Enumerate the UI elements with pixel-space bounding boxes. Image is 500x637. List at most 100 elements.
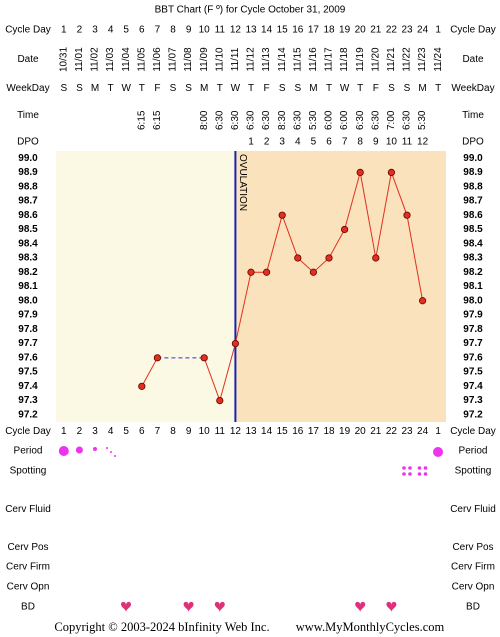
date-label: 11/12: [246, 47, 257, 72]
cycle_day-label: 3: [92, 426, 98, 437]
time-label: 6:30: [214, 110, 225, 130]
cycle_day-label: 8: [170, 426, 176, 437]
y-tick-label: 98.6: [463, 210, 483, 221]
date-label: 11/01: [74, 47, 85, 72]
cycle_day-label: 19: [339, 426, 351, 437]
cycle_day-label: 22: [386, 426, 398, 437]
row-label: Cerv Opn: [452, 582, 495, 593]
dpo-label: 1: [248, 137, 254, 148]
cycle_day-label: 9: [186, 426, 192, 437]
y-tick-label: 97.7: [18, 338, 38, 349]
row-label: Cerv Firm: [451, 562, 495, 573]
temperature-point: [231, 339, 239, 348]
cycle_day-label: 21: [370, 426, 382, 437]
y-tick-label: 98.1: [463, 281, 483, 292]
date-label: 11/09: [199, 47, 210, 72]
y-tick-label: 98.2: [18, 267, 38, 278]
y-tick-label: 98.8: [18, 181, 38, 192]
row-label: Cerv Fluid: [5, 504, 51, 515]
cycle_day-label: 11: [215, 25, 226, 36]
weekday-label: T: [248, 83, 254, 94]
temperature-point: [340, 225, 349, 234]
date-label: 11/08: [183, 47, 194, 72]
time-label: 6:00: [324, 110, 335, 130]
cycle_day-label: 1: [435, 426, 441, 437]
weekday-label: F: [373, 83, 379, 94]
cycle_day-label: 7: [155, 426, 161, 437]
period-icon: [58, 446, 69, 456]
dpo-label: 10: [386, 137, 398, 148]
date-label: 11/07: [168, 47, 179, 72]
period-icon: [114, 455, 116, 457]
cycle_day-label: 13: [245, 426, 257, 437]
cycle_day-label: 5: [123, 25, 129, 36]
time-label: 7:00: [386, 110, 397, 130]
period-icon: [75, 446, 83, 454]
row-label: Cycle Day: [5, 25, 51, 36]
row-label: WeekDay: [6, 83, 49, 94]
weekday-label: W: [231, 83, 241, 94]
cycle_day-label: 2: [77, 426, 83, 437]
date-label: 11/22: [402, 47, 413, 72]
date-label: 11/13: [261, 47, 272, 72]
cycle_day-label: 16: [292, 426, 304, 437]
weekday-label: W: [121, 83, 131, 94]
weekday-label: S: [404, 83, 411, 94]
row-label: Cycle Day: [450, 25, 496, 36]
cycle_day-label: 6: [139, 25, 145, 36]
row-label: Cerv Pos: [7, 542, 48, 553]
row-label: DPO: [17, 137, 39, 148]
y-tick-label: 97.5: [463, 367, 483, 378]
dpo-label: 3: [279, 137, 285, 148]
time-label: 6:30: [402, 110, 413, 130]
y-tick-label: 98.9: [463, 167, 483, 178]
period-icon: [93, 447, 97, 451]
cycle_day-label: 15: [277, 426, 289, 437]
date-label: 11/03: [105, 47, 116, 72]
cycle_day-label: 3: [92, 25, 98, 36]
time-label: 5:30: [308, 110, 319, 130]
weekday-label: S: [279, 83, 286, 94]
y-tick-label: 97.7: [463, 338, 483, 349]
temperature-point: [403, 211, 411, 219]
y-tick-label: 97.2: [463, 410, 483, 421]
row-label: Period: [14, 446, 43, 457]
row-label: Spotting: [455, 466, 492, 477]
time-label: 6:30: [370, 110, 381, 130]
weekday-label: T: [326, 83, 332, 94]
y-tick-label: 98.4: [463, 238, 483, 249]
period-icon: [110, 451, 112, 453]
row-label: Time: [17, 110, 39, 121]
dpo-label: 7: [342, 137, 348, 148]
cycle_day-label: 12: [230, 426, 242, 437]
weekday-label: F: [264, 83, 270, 94]
temperature-point: [247, 268, 255, 276]
cycle_day-label: 17: [308, 426, 320, 437]
cycle_day-label: 6: [139, 426, 145, 437]
weekday-label: S: [60, 83, 67, 94]
cycle_day-label: 14: [261, 25, 273, 36]
y-tick-label: 98.3: [463, 253, 483, 264]
cycle_day-label: 1: [435, 25, 441, 36]
weekday-label: M: [309, 83, 317, 94]
cycle_day-label: 15: [277, 25, 289, 36]
date-label: 11/11: [230, 47, 241, 71]
cycle_day-label: 20: [355, 426, 367, 437]
cycle_day-label: 10: [199, 426, 211, 437]
dpo-label: 11: [402, 137, 413, 148]
row-label: Spotting: [10, 466, 47, 477]
y-tick-label: 97.9: [463, 310, 483, 321]
weekday-label: W: [340, 83, 350, 94]
row-label: Cerv Pos: [452, 542, 493, 553]
temperature-point: [418, 297, 427, 305]
y-tick-label: 97.8: [18, 324, 38, 335]
date-label: 11/14: [277, 47, 288, 72]
ovulation-label: OVULATION: [237, 154, 248, 211]
time-label: 6:30: [261, 110, 272, 130]
row-label: BD: [466, 602, 480, 613]
time-label: 8:00: [199, 110, 210, 130]
row-label: Period: [459, 446, 488, 457]
cycle_day-label: 14: [261, 426, 273, 437]
weekday-label: S: [185, 83, 192, 94]
